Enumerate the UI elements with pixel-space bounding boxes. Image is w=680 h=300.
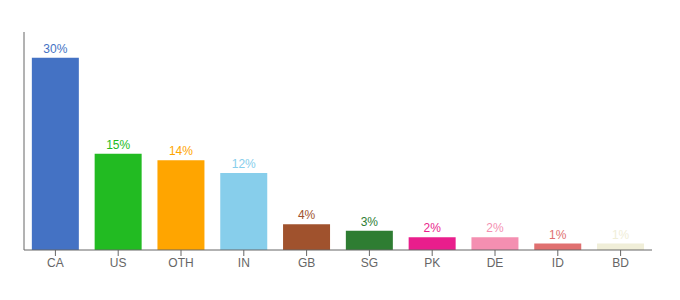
svg-text:BD: BD (612, 256, 629, 270)
svg-text:OTH: OTH (168, 256, 193, 270)
svg-text:GB: GB (298, 256, 315, 270)
svg-text:ID: ID (552, 256, 564, 270)
svg-text:1%: 1% (549, 228, 567, 242)
svg-text:30%: 30% (43, 42, 67, 56)
svg-text:12%: 12% (232, 157, 256, 171)
svg-text:PK: PK (424, 256, 440, 270)
svg-text:IN: IN (238, 256, 250, 270)
svg-text:CA: CA (47, 256, 64, 270)
svg-text:SG: SG (361, 256, 378, 270)
svg-text:DE: DE (487, 256, 504, 270)
svg-text:4%: 4% (298, 208, 316, 222)
svg-text:3%: 3% (361, 215, 379, 229)
svg-text:2%: 2% (423, 221, 441, 235)
svg-text:1%: 1% (612, 228, 630, 242)
svg-text:15%: 15% (106, 138, 130, 152)
svg-text:US: US (110, 256, 127, 270)
svg-text:14%: 14% (169, 144, 193, 158)
svg-text:2%: 2% (486, 221, 504, 235)
